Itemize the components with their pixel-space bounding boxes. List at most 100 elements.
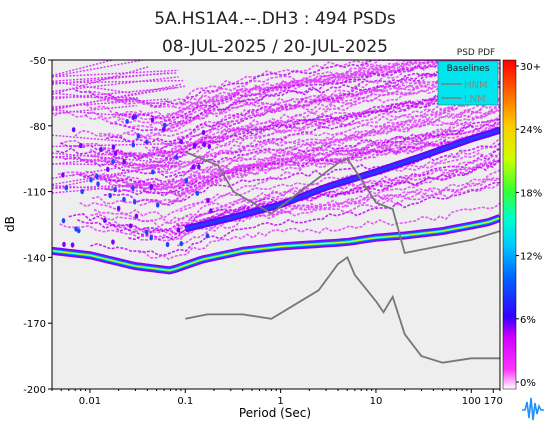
psd-trace xyxy=(110,60,500,132)
density-cell xyxy=(108,192,112,199)
psd-trace xyxy=(89,60,500,157)
psd-trace xyxy=(77,160,500,236)
x-tick-label: 10 xyxy=(370,396,383,407)
psd-trace xyxy=(52,109,137,118)
density-cell xyxy=(205,233,210,239)
baseline-lnm xyxy=(185,256,500,364)
psd-trace xyxy=(97,114,500,187)
psd-trace xyxy=(106,60,500,109)
x-tick-label: 170 xyxy=(484,396,503,407)
density-cell xyxy=(191,164,196,170)
psd-trace xyxy=(80,97,500,171)
colorbar xyxy=(502,59,517,390)
density-cell xyxy=(179,138,183,145)
density-cell xyxy=(209,208,213,214)
psd-trace xyxy=(93,154,500,224)
density-cell xyxy=(184,177,189,184)
psd-trace xyxy=(176,160,500,247)
y-tick-label: -200 xyxy=(23,385,46,396)
density-cell xyxy=(111,159,115,165)
density-cell xyxy=(165,241,170,248)
psd-trace xyxy=(110,69,500,158)
psd-trace xyxy=(52,66,149,96)
psd-trace xyxy=(115,60,500,122)
psd-trace xyxy=(52,183,165,190)
density-ridge-medium xyxy=(184,128,500,231)
density-cell xyxy=(134,213,139,219)
baseline-curves xyxy=(184,151,500,364)
colorbar-tick-label: 6% xyxy=(520,315,536,326)
density-cell xyxy=(61,218,66,224)
x-tick-label: 0.01 xyxy=(79,396,101,407)
density-ridge-high-core xyxy=(52,217,500,271)
density-cell xyxy=(149,235,154,241)
legend-hnm-label: HNM xyxy=(464,80,488,91)
baseline-hnm xyxy=(184,151,500,255)
psd-trace xyxy=(91,103,500,172)
density-cell xyxy=(151,169,155,175)
psd-trace xyxy=(125,121,500,191)
density-cell xyxy=(150,117,155,123)
psd-trace xyxy=(52,76,179,93)
psd-trace xyxy=(85,62,500,132)
density-cell xyxy=(161,126,166,132)
chart-title: 5A.HS1A4.--.DH3 : 494 PSDs xyxy=(154,9,396,29)
y-tick-label: -140 xyxy=(23,253,46,264)
x-tick-label: 0.1 xyxy=(177,396,193,407)
y-tick-label: -80 xyxy=(30,122,46,133)
density-cell xyxy=(80,188,84,195)
density-cell xyxy=(62,241,66,247)
density-cell xyxy=(122,159,127,165)
density-cell xyxy=(207,143,212,150)
legend-lnm-label: LNM xyxy=(464,94,486,105)
psd-trace xyxy=(52,69,179,78)
psd-trace xyxy=(159,92,500,158)
density-cell xyxy=(144,229,149,235)
psd-trace xyxy=(52,96,138,99)
psd-trace xyxy=(52,152,183,165)
psd-trace xyxy=(79,146,500,220)
density-cell xyxy=(192,142,197,148)
psd-trace xyxy=(52,134,129,143)
density-cell xyxy=(206,197,210,204)
density-cell xyxy=(202,141,207,148)
psd-trace xyxy=(52,104,137,115)
colorbar-title: PSD PDF xyxy=(457,48,495,58)
psd-trace xyxy=(52,163,180,167)
density-cell xyxy=(106,166,110,172)
psd-trace xyxy=(149,60,500,127)
waveform-logo-icon xyxy=(520,394,546,422)
density-cell xyxy=(76,228,81,234)
density-cell xyxy=(111,239,115,245)
psd-trace xyxy=(54,60,500,124)
psd-trace xyxy=(52,166,157,186)
density-cell xyxy=(163,122,167,128)
psd-trace xyxy=(110,97,500,164)
density-cell xyxy=(201,129,206,136)
psd-trace xyxy=(52,60,147,78)
psd-trace xyxy=(105,60,500,144)
density-cell xyxy=(113,150,118,156)
density-cell xyxy=(89,177,93,183)
colorbar-tick-label: 18% xyxy=(520,188,542,199)
density-cell xyxy=(111,144,116,150)
psd-trace xyxy=(164,60,500,128)
density-cell xyxy=(197,164,201,170)
psd-trace xyxy=(179,169,500,241)
psd-trace xyxy=(105,157,500,236)
psd-trace xyxy=(158,85,500,154)
y-axis-label: dB xyxy=(3,216,17,232)
psd-trace xyxy=(52,152,124,158)
density-cell xyxy=(176,227,181,233)
density-cell xyxy=(78,142,83,149)
x-tick-label: 1 xyxy=(277,396,283,407)
density-cell xyxy=(64,185,69,191)
psd-trace xyxy=(90,181,500,257)
psd-trace xyxy=(162,99,500,184)
density-cell xyxy=(131,114,136,121)
density-cell xyxy=(145,139,149,145)
psd-trace xyxy=(52,151,171,165)
density-cell xyxy=(149,184,154,190)
y-tick-label: -170 xyxy=(23,319,46,330)
